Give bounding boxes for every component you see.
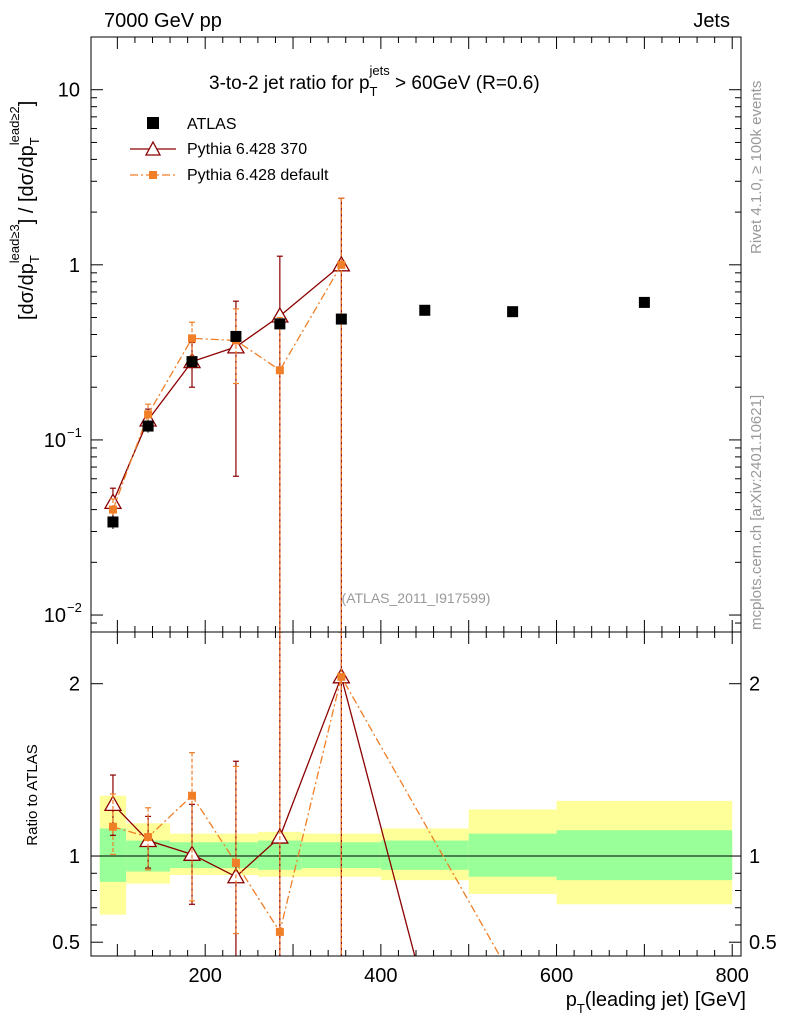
ratio-band-green xyxy=(556,830,733,881)
ratio-point-triangle xyxy=(182,845,202,861)
legend-atlas-marker xyxy=(147,117,159,129)
y-tick-label: 10 xyxy=(44,430,66,452)
atlas-point xyxy=(107,516,119,528)
ratio-point-square xyxy=(275,927,284,936)
atlas-point xyxy=(638,296,650,308)
ratio-y-tick-label-left: 1 xyxy=(69,846,80,868)
y-tick-label: 1 xyxy=(69,255,80,277)
atlas-point xyxy=(186,356,198,368)
ratio-point-square xyxy=(108,822,117,831)
ratio-band-green xyxy=(380,840,469,870)
ratio-panel xyxy=(91,632,741,956)
atlas-point xyxy=(274,318,286,330)
series-point-square xyxy=(144,410,153,419)
title-tail: > 60GeV (R=0.6) xyxy=(390,73,540,94)
plot-title: 3-to-2 jet ratio for pTjets > 60GeV (R=0… xyxy=(209,63,540,99)
ratio-curves xyxy=(103,632,501,956)
main-curves xyxy=(103,197,351,632)
legend-p370-marker xyxy=(144,140,162,156)
legend-default-marker xyxy=(149,171,157,179)
x-tick-label: 200 xyxy=(189,965,222,987)
header-right: Jets xyxy=(693,10,730,32)
main-panel xyxy=(103,197,650,632)
ratio-band-green xyxy=(468,833,557,877)
atlas-point xyxy=(507,306,519,318)
legend: ATLAS Pythia 6.428 370 Pythia 6.428 defa… xyxy=(130,116,329,184)
ratio-point-square xyxy=(337,672,346,681)
series-point-square xyxy=(108,505,117,514)
x-tick-label: 600 xyxy=(540,965,573,987)
ratio-y-label: Ratio to ATLAS xyxy=(24,744,41,845)
x-tick-label: 400 xyxy=(364,965,397,987)
ratio-point-square xyxy=(188,791,197,800)
title-main: 3-to-2 jet ratio for p xyxy=(209,73,370,94)
y-tick-label: 10 xyxy=(58,80,80,102)
ratio-y-tick-label-right: 0.5 xyxy=(749,932,777,954)
series-point-square xyxy=(275,366,284,375)
ratio-point-square xyxy=(231,858,240,867)
legend-atlas-label: ATLAS xyxy=(187,116,237,133)
y-axis-label: [dσ/dpTlead≥3] / [dσ/dpTlead≥2] xyxy=(7,101,42,320)
y-tick-exponent: −2 xyxy=(67,600,82,615)
legend-p370-label: Pythia 6.428 370 xyxy=(187,141,307,158)
series-line-1 xyxy=(112,264,342,510)
mcplots-label: mcplots.cern.ch [arXiv:2401.10621] xyxy=(748,395,765,630)
y-tick-label: 10 xyxy=(44,605,66,627)
ratio-y-tick-label-right: 1 xyxy=(749,846,760,868)
y-tick-exponent: −1 xyxy=(67,425,82,440)
analysis-id: (ATLAS_2011_I917599) xyxy=(342,590,491,606)
rivet-label: Rivet 4.1.0, ≥ 100k events xyxy=(748,81,765,254)
ratio-y-tick-label-left: 0.5 xyxy=(52,932,80,954)
ratio-y-tick-label-left: 2 xyxy=(69,674,80,696)
title-sub: T xyxy=(370,84,378,99)
ratio-y-tick-label-right: 2 xyxy=(749,674,760,696)
legend-default-label: Pythia 6.428 default xyxy=(187,167,329,184)
ratio-point-square xyxy=(144,833,153,842)
title-sup: jets xyxy=(368,63,390,78)
series-point-square xyxy=(188,334,197,343)
atlas-point xyxy=(335,313,347,325)
x-tick-label: 800 xyxy=(716,965,749,987)
atlas-point xyxy=(230,330,242,342)
atlas-point xyxy=(419,304,431,316)
header-left: 7000 GeV pp xyxy=(104,10,222,32)
x-axis-label: pT(leading jet) [GeV] xyxy=(566,989,746,1016)
series-point-square xyxy=(337,260,346,269)
atlas-point xyxy=(142,420,154,432)
series-line-0 xyxy=(112,264,342,503)
